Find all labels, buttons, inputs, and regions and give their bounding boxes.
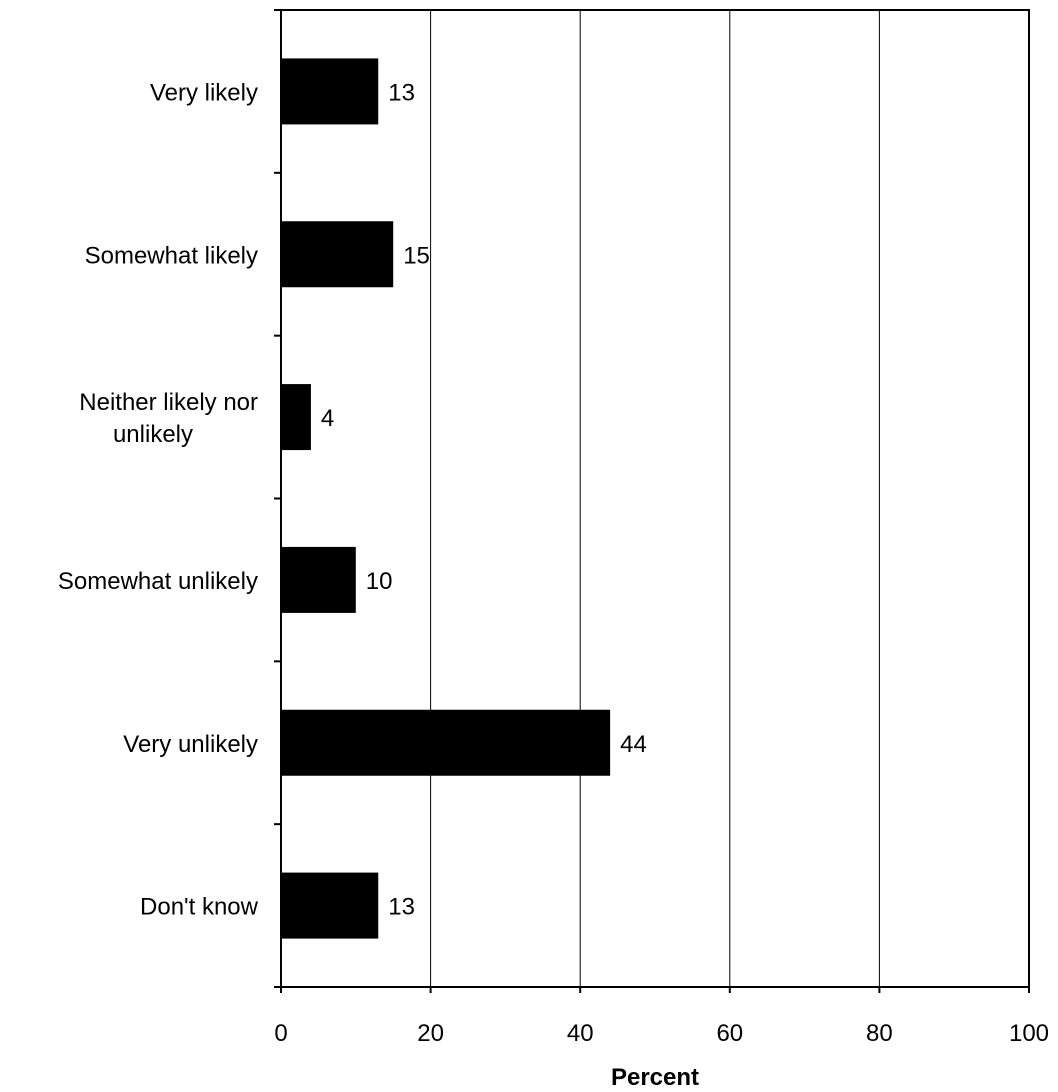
x-axis-title: Percent: [611, 1064, 699, 1091]
data-label: 4: [321, 405, 334, 432]
plot-frame: [280, 9, 1030, 988]
bar: [281, 546, 356, 613]
bar: [281, 58, 379, 125]
data-label: 44: [620, 731, 647, 758]
data-label: 13: [388, 79, 415, 106]
x-tick-label: 80: [866, 1020, 893, 1047]
category-label: Very unlikely: [123, 731, 258, 758]
x-tick-label: 20: [417, 1020, 444, 1047]
y-axis-tick-marks: [274, 9, 281, 988]
x-tick-label: 0: [274, 1020, 287, 1047]
data-label: 10: [366, 568, 393, 595]
x-tick-label: 100: [1009, 1020, 1049, 1047]
bar: [281, 709, 611, 776]
bar: [281, 384, 311, 451]
bar: [281, 221, 394, 288]
x-axis-tick-labels: 0 20 40 60 80 100: [274, 1020, 1049, 1047]
x-tick-label: 60: [716, 1020, 743, 1047]
data-label: 15: [403, 242, 430, 269]
x-tick-label: 40: [567, 1020, 594, 1047]
bars: [281, 58, 611, 939]
category-labels: Very likely Somewhat likely Neither likely…: [58, 79, 259, 920]
data-labels: 13 15 4 10 44 13: [321, 79, 647, 920]
category-label: Don't know: [140, 894, 259, 921]
category-label: Very likely: [150, 79, 258, 106]
bar: [281, 872, 379, 939]
category-label: Somewhat unlikely: [58, 568, 258, 595]
category-label: Somewhat likely: [85, 242, 258, 269]
gridlines: [430, 10, 880, 987]
category-label: Neither likely nor unlikely: [79, 389, 258, 448]
data-label: 13: [388, 894, 415, 921]
